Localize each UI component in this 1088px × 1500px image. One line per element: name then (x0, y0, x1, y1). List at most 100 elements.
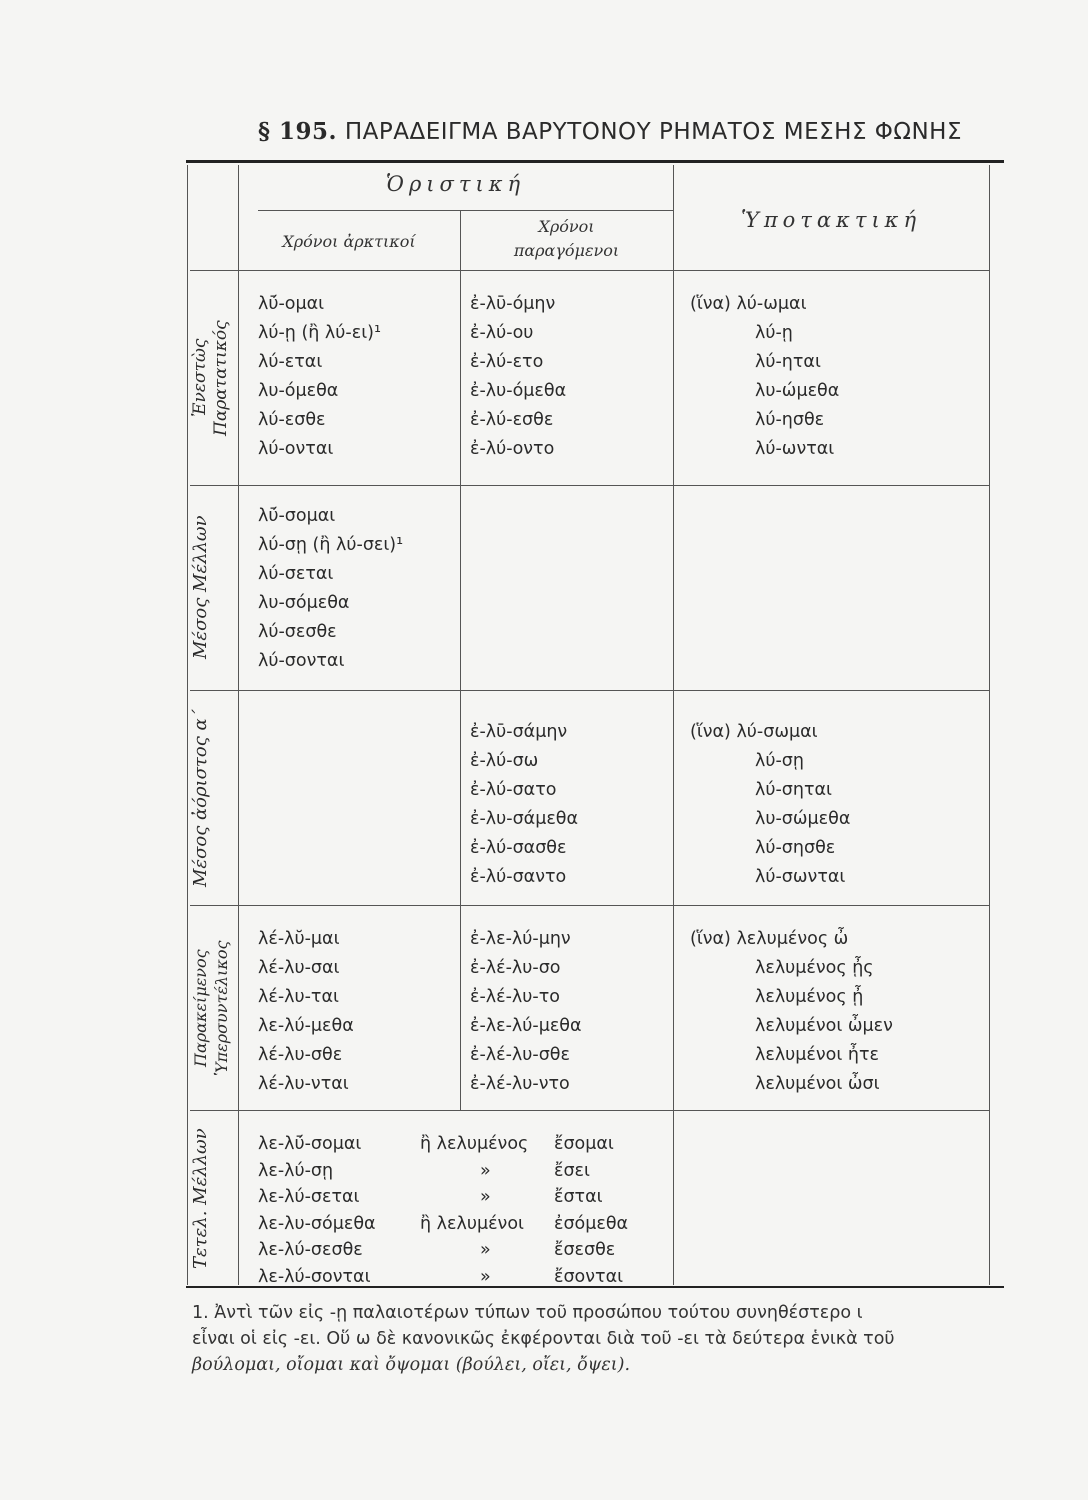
form-primary: λύ-ονται (258, 439, 334, 459)
header-subjunctive: Ὑποτακτική (740, 208, 922, 232)
divider (190, 270, 990, 271)
divider (460, 210, 461, 1110)
future-perfect-form: ἢ λελυμένος (420, 1134, 529, 1154)
top-rule (186, 160, 1004, 163)
section-number: § 195. (258, 118, 338, 145)
form-primary: λύ-ῃ (ἢ λύ-ει)¹ (258, 323, 381, 343)
form-primary: λῡ́-σομαι (258, 506, 336, 526)
form-secondary: ἐ-λέ-λυ-σο (470, 958, 561, 978)
divider (190, 905, 990, 906)
page-title: § 195. ΠΑΡΑΔΕΙΓΜΑ ΒΑΡΥΤΟΝΟΥ ΡΗΜΑΤΟΣ ΜΕΣΗ… (258, 118, 962, 145)
divider (190, 690, 990, 691)
future-perfect-form: » (480, 1160, 491, 1181)
form-primary: λύ-εται (258, 352, 323, 372)
form-secondary: ἐ-λῡ-όμην (470, 294, 556, 314)
header-secondary-line1: Χρόνοι (538, 217, 595, 236)
future-perfect-form: ἔσει (554, 1160, 590, 1181)
form-primary: λυ-σόμεθα (258, 593, 350, 613)
divider (673, 165, 674, 1285)
future-perfect-form: ἢ λελυμένοι (420, 1213, 524, 1234)
header-secondary-line2: παραγόμενοι (513, 241, 620, 260)
form-secondary: ἐ-λύ-σαντο (470, 867, 567, 887)
form-subjunctive: λύ-ῃ (755, 323, 793, 343)
header-primary-tenses: Χρόνοι ἀρκτικοί (282, 232, 416, 251)
bottom-rule (186, 1286, 1004, 1288)
form-secondary: ἐ-λυ-σάμεθα (470, 809, 579, 829)
divider (258, 210, 673, 211)
form-subjunctive: λελυμένοι ὦμεν (755, 1016, 893, 1036)
future-perfect-form: λε-λύ-σῃ (258, 1160, 334, 1181)
table-border-right (989, 165, 990, 1285)
footnote: 1. Ἀντὶ τῶν εἰς -ῃ παλαιοτέρων τύπων τοῦ… (192, 1300, 1002, 1378)
future-perfect-form: ἔσται (554, 1187, 603, 1207)
form-subjunctive: (ἵνα) λύ-ωμαι (690, 294, 807, 314)
section-title: ΠΑΡΑΔΕΙΓΜΑ ΒΑΡΥΤΟΝΟΥ ΡΗΜΑΤΟΣ ΜΕΣΗΣ ΦΩΝΗΣ (344, 119, 963, 145)
form-secondary: ἐ-λύ-ετο (470, 352, 544, 372)
future-perfect-form: ἔσεσθε (554, 1240, 616, 1260)
footnote-line: βούλομαι, οἴομαι καὶ ὄψομαι (βούλει, οἴε… (192, 1355, 631, 1375)
future-perfect-form: » (480, 1266, 491, 1287)
table-border-left (187, 165, 188, 1285)
form-primary: λέ-λυ-σθε (258, 1045, 343, 1065)
form-primary: λύ-σεσθε (258, 622, 337, 642)
row-label-future-perfect: Τετελ. Μέλλων (190, 1128, 211, 1270)
future-perfect-form: ἐσόμεθα (554, 1213, 629, 1234)
future-perfect-form: ἔσονται (554, 1266, 624, 1287)
form-subjunctive: λύ-σῃ (755, 751, 804, 771)
form-primary: λέ-λυ-σαι (258, 958, 340, 978)
form-subjunctive: λύ-ησθε (755, 410, 825, 430)
form-subjunctive: λελυμένος ᾖς (755, 958, 874, 978)
form-subjunctive: (ἵνα) λύ-σωμαι (690, 722, 818, 742)
form-primary: λύ-σεται (258, 564, 334, 584)
future-perfect-form: λε-λύ-σονται (258, 1266, 371, 1287)
form-secondary: ἐ-λύ-εσθε (470, 410, 554, 430)
future-perfect-form: λε-λύ-σεσθε (258, 1240, 363, 1260)
form-secondary: ἐ-λῡ-σάμην (470, 722, 568, 742)
form-subjunctive: λυ-ώμεθα (755, 381, 840, 401)
header-secondary-tenses: Χρόνοι παραγόμενοι (460, 215, 673, 263)
divider (190, 1110, 990, 1111)
future-perfect-form: λε-λῡ́-σομαι (258, 1134, 362, 1154)
form-primary: λέ-λυ-νται (258, 1074, 349, 1094)
future-perfect-form: λε-λύ-σεται (258, 1187, 360, 1207)
footnote-line: 1. Ἀντὶ τῶν εἰς -ῃ παλαιοτέρων τύπων τοῦ… (192, 1303, 863, 1323)
form-subjunctive: λελυμένος ᾖ (755, 987, 864, 1007)
divider (238, 165, 239, 1285)
form-secondary: ἐ-λύ-οντο (470, 439, 555, 459)
future-perfect-form: ἔσομαι (554, 1134, 614, 1154)
future-perfect-form: λε-λυ-σόμεθα (258, 1213, 376, 1234)
form-secondary: ἐ-λέ-λυ-σθε (470, 1045, 570, 1065)
form-subjunctive: (ἵνα) λελυμένος ὦ (690, 929, 849, 949)
form-subjunctive: λύ-ηται (755, 352, 821, 372)
form-secondary: ἐ-λυ-όμεθα (470, 381, 567, 401)
row-label-aorist: Μέσος ἀόριστος α΄ (190, 709, 211, 887)
footnote-line: εἶναι οἱ εἰς -ει. Οὕ ω δὲ κανονικῶς ἐκφέ… (192, 1329, 895, 1349)
future-perfect-form: » (480, 1240, 491, 1260)
form-secondary: ἐ-λε-λύ-μεθα (470, 1016, 582, 1036)
row-label-present-imperfect: Ἐνεστὼς Παρατατικός (190, 320, 231, 436)
form-secondary: ἐ-λύ-ου (470, 323, 534, 343)
form-primary: λέ-λῠ-μαι (258, 929, 340, 949)
form-secondary: ἐ-λύ-σω (470, 751, 539, 771)
future-perfect-form: » (480, 1187, 491, 1207)
form-secondary: ἐ-λύ-σασθε (470, 838, 567, 858)
row-label-perfect-pluperfect: Παρακείμενος Ὑπερσυντέλικος (191, 940, 231, 1076)
form-subjunctive: λυ-σώμεθα (755, 809, 851, 829)
form-subjunctive: λύ-ωνται (755, 439, 835, 459)
form-primary: λύ-σῃ (ἢ λύ-σει)¹ (258, 535, 404, 555)
form-primary: λυ-όμεθα (258, 381, 339, 401)
form-secondary: ἐ-λε-λύ-μην (470, 929, 571, 949)
form-secondary: ἐ-λέ-λυ-ντο (470, 1074, 570, 1094)
form-subjunctive: λύ-σησθε (755, 838, 836, 858)
form-secondary: ἐ-λέ-λυ-το (470, 987, 560, 1007)
form-primary: λῡ́-ομαι (258, 294, 325, 314)
form-subjunctive: λελυμένοι ἦτε (755, 1045, 879, 1065)
row-label-future: Μέσος Μέλλων (190, 515, 211, 659)
header-indicative: Ὁριστική (385, 172, 526, 196)
form-subjunctive: λύ-σωνται (755, 867, 846, 887)
form-primary: λε-λύ-μεθα (258, 1016, 354, 1036)
form-secondary: ἐ-λύ-σατο (470, 780, 557, 800)
form-primary: λύ-σονται (258, 651, 345, 671)
divider (190, 485, 990, 486)
